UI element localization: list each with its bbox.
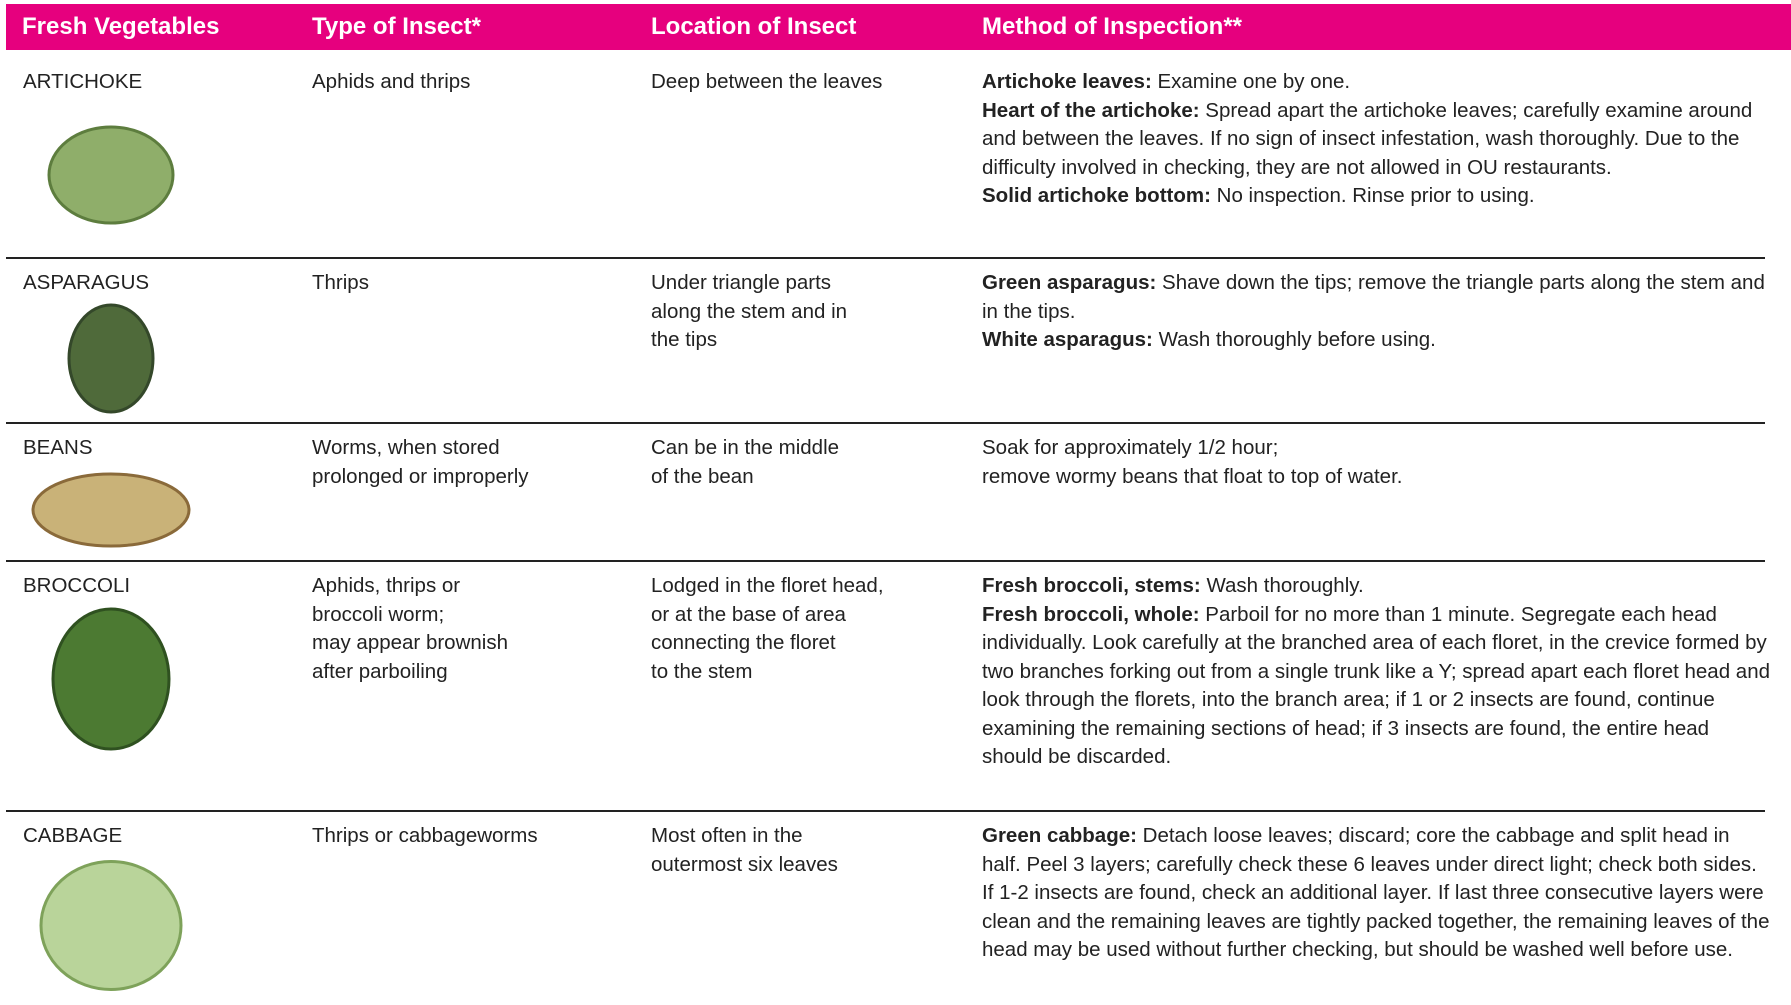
location-line: or at the base of area bbox=[651, 602, 846, 626]
method-label: Fresh broccoli, stems: bbox=[982, 574, 1201, 597]
vegetable-image bbox=[51, 607, 171, 751]
method-text: Spread apart the artichoke leaves; caref… bbox=[982, 98, 1753, 179]
method-paragraph: Green asparagus: Shave down the tips; re… bbox=[982, 269, 1772, 326]
location-line: to the stem bbox=[651, 659, 753, 683]
vegetable-shape bbox=[31, 472, 191, 548]
method-text: remove wormy beans that float to top of … bbox=[982, 464, 1403, 488]
method-paragraph: White asparagus: Wash thoroughly before … bbox=[982, 326, 1772, 355]
vegetable-name: ARTICHOKE bbox=[23, 70, 143, 93]
location-line: the tips bbox=[651, 328, 718, 351]
location-cell: Lodged in the floret head, or at the base… bbox=[651, 572, 884, 686]
vegetable-image bbox=[39, 860, 183, 991]
type-cell: Worms, when stored prolonged or improperl… bbox=[312, 434, 529, 491]
method-paragraph: Solid artichoke bottom: No inspection. R… bbox=[982, 182, 1772, 211]
method-text: Wash thoroughly before using. bbox=[1158, 328, 1436, 351]
location-line: along the stem and in bbox=[651, 299, 848, 323]
header-cell: Location of Insect bbox=[651, 13, 857, 40]
type-line: Aphids and thrips bbox=[312, 70, 471, 93]
vegetable-name: CABBAGE bbox=[23, 824, 123, 847]
vegetable-image bbox=[47, 125, 175, 225]
vegetable-name: ASPARAGUS bbox=[23, 271, 150, 294]
type-cell: Thrips bbox=[312, 269, 369, 298]
method-label: Artichoke leaves: bbox=[982, 70, 1152, 93]
method-text: Wash thoroughly. bbox=[1206, 574, 1364, 597]
location-line: Can be in the middle bbox=[651, 436, 840, 459]
location-line: Lodged in the floret head, bbox=[651, 574, 884, 597]
method-cell: Artichoke leaves: Examine one by one. Hea… bbox=[982, 68, 1772, 211]
type-line: Worms, when stored bbox=[312, 436, 500, 459]
method-text: Detach loose leaves; discard; core the c… bbox=[982, 824, 1770, 961]
vegetable-image bbox=[67, 303, 155, 414]
table-header: Fresh Vegetables Type of Insect* Locatio… bbox=[6, 4, 1791, 50]
type-line: prolonged or improperly bbox=[312, 464, 529, 488]
location-cell: Most often in the outermost six leaves bbox=[651, 822, 838, 879]
table-row: ARTICHOKE Aphids and thrips Deep between t… bbox=[6, 58, 1765, 259]
method-cell: Green cabbage: Detach loose leaves; disc… bbox=[982, 822, 1772, 965]
method-paragraph: Artichoke leaves: Examine one by one. bbox=[982, 68, 1772, 97]
header-cell: Fresh Vegetables bbox=[22, 13, 220, 40]
location-cell: Deep between the leaves bbox=[651, 68, 882, 97]
vegetable-shape bbox=[51, 607, 171, 751]
vegetable-name: BEANS bbox=[23, 436, 93, 459]
location-line: of the bean bbox=[651, 464, 754, 488]
method-paragraph: remove wormy beans that float to top of … bbox=[982, 463, 1772, 492]
method-cell: Green asparagus: Shave down the tips; re… bbox=[982, 269, 1772, 355]
method-label: White asparagus: bbox=[982, 328, 1153, 351]
table-row: ASPARAGUS Thrips Under triangle parts along… bbox=[6, 259, 1765, 424]
type-cell: Aphids, thrips or broccoli worm; may appea… bbox=[312, 572, 508, 686]
header-cell: Type of Insect* bbox=[312, 13, 481, 40]
vegetable-name: BROCCOLI bbox=[23, 574, 131, 597]
table-row: BROCCOLI Aphids, thrips or broccoli worm; m… bbox=[6, 562, 1770, 812]
vegetable-shape bbox=[39, 860, 183, 991]
method-text: Shave down the tips; remove the triangle… bbox=[982, 271, 1765, 323]
method-paragraph: Fresh broccoli, whole: Parboil for no mo… bbox=[982, 601, 1772, 772]
type-line: after parboiling bbox=[312, 659, 448, 683]
type-line: may appear brownish bbox=[312, 631, 508, 654]
method-text: Parboil for no more than 1 minute. Segre… bbox=[982, 602, 1770, 769]
location-line: Most often in the bbox=[651, 824, 803, 847]
vegetable-shape bbox=[47, 125, 175, 225]
method-label: Heart of the artichoke: bbox=[982, 98, 1200, 122]
vegetable-image bbox=[31, 472, 191, 548]
method-paragraph: Soak for approximately 1/2 hour; bbox=[982, 434, 1772, 463]
method-label: Green asparagus: bbox=[982, 271, 1157, 294]
header-cell: Method of Inspection** bbox=[982, 13, 1242, 40]
method-paragraph: Green cabbage: Detach loose leaves; disc… bbox=[982, 822, 1772, 965]
location-cell: Can be in the middle of the bean bbox=[651, 434, 839, 491]
type-line: broccoli worm; bbox=[312, 602, 445, 626]
method-text: Soak for approximately 1/2 hour; bbox=[982, 436, 1279, 459]
method-label: Fresh broccoli, whole: bbox=[982, 602, 1200, 626]
method-cell: Soak for approximately 1/2 hour; remove w… bbox=[982, 434, 1772, 491]
method-paragraph: Heart of the artichoke: Spread apart the… bbox=[982, 97, 1772, 183]
table-row: CABBAGE Thrips or cabbageworms Most often … bbox=[6, 812, 1769, 1003]
location-line: Under triangle parts bbox=[651, 271, 832, 294]
method-paragraph: Fresh broccoli, stems: Wash thoroughly. bbox=[982, 572, 1772, 601]
type-cell: Aphids and thrips bbox=[312, 68, 470, 97]
vegetable-shape bbox=[67, 303, 155, 414]
method-text: No inspection. Rinse prior to using. bbox=[1216, 184, 1535, 207]
type-line: Thrips bbox=[312, 271, 369, 294]
method-label: Green cabbage: bbox=[982, 824, 1137, 847]
location-line: outermost six leaves bbox=[651, 852, 838, 876]
method-text: Examine one by one. bbox=[1157, 70, 1351, 93]
location-line: connecting the floret bbox=[651, 631, 836, 654]
method-cell: Fresh broccoli, stems: Wash thoroughly. F… bbox=[982, 572, 1772, 772]
table-row: BEANS Worms, when stored prolonged or impr… bbox=[6, 424, 1765, 562]
location-line: Deep between the leaves bbox=[651, 70, 883, 93]
type-cell: Thrips or cabbageworms bbox=[312, 822, 538, 851]
type-line: Aphids, thrips or bbox=[312, 574, 461, 597]
type-line: Thrips or cabbageworms bbox=[312, 824, 538, 847]
method-label: Solid artichoke bottom: bbox=[982, 184, 1211, 207]
location-cell: Under triangle parts along the stem and i… bbox=[651, 269, 847, 355]
